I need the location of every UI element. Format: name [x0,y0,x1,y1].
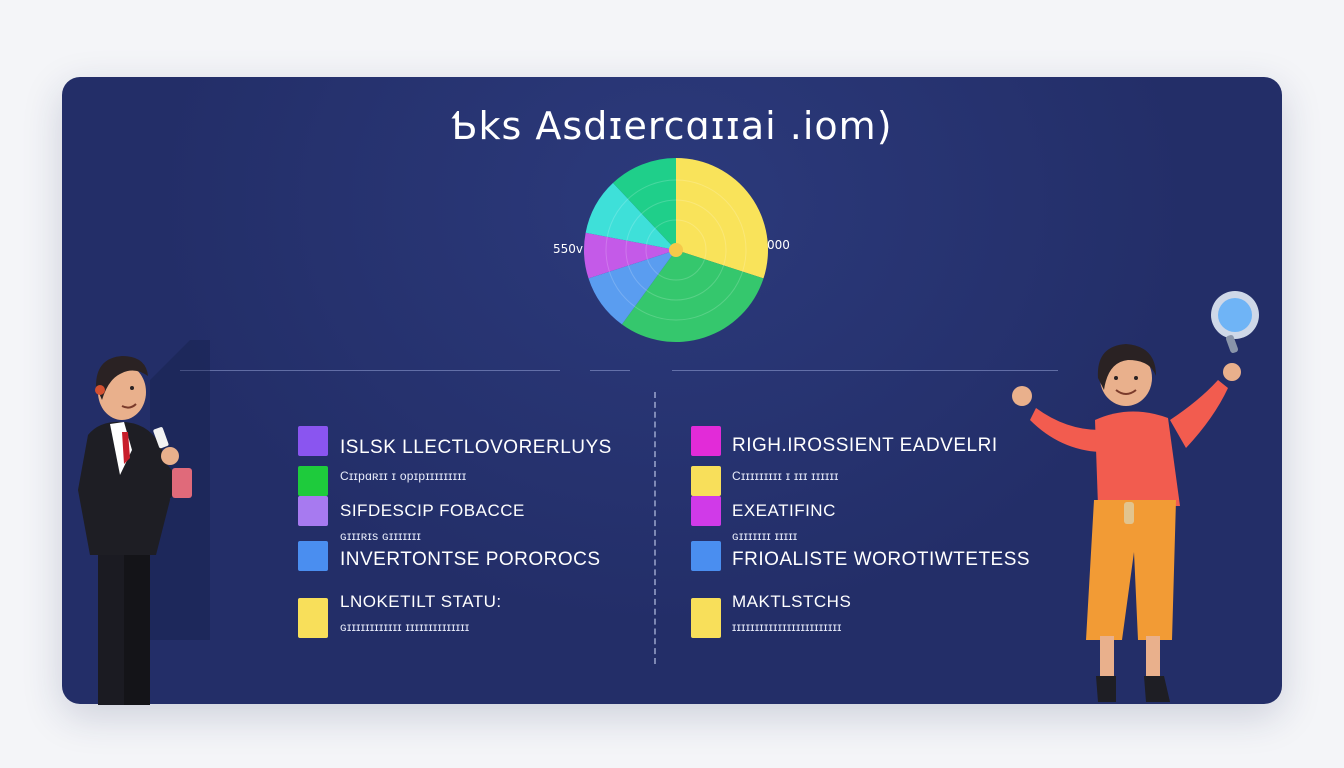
legend-right-swatch-2 [691,466,721,496]
legend-right-label-1: RIGH.IROSSIENT EADVELRI [732,435,998,456]
pie-center-hub [669,243,683,257]
legend-right-label-5: FRIOALISTE WOROTIWTETESS [732,549,1031,570]
presenter-woman-illustration [1012,291,1259,702]
pie-left-label: 550v [553,242,584,256]
legend-left-swatch-1 [298,426,328,456]
divider-left [180,370,560,371]
legend-left-label-4: ɢɪɪɪʀɪs ɢɪɪɪɪɪɪɪ [340,529,422,543]
legend-left-label-6: LNOKETILT STATU: [340,592,502,611]
presenter-man-illustration [78,340,210,705]
board-title: Ƅks Asdɪercɑɪɪai .iom) [451,104,893,148]
pie-slice-3 [588,250,676,325]
pie-ring-3 [605,179,747,321]
legend-left-swatch-5 [298,598,328,638]
legend-right-swatch-1 [691,426,721,456]
legend-left-label-3: SIFDESCIP FOBACCE [340,501,525,520]
legend-right-label-4: ɢɪɪɪɪɪɪɪ ɪɪɪɪɪ [732,529,798,543]
pie-right-label: 000 [767,238,790,252]
legend-left-label-7: ɢɪɪɪɪɪɪɪɪɪɪɪɪ ɪɪɪɪɪɪɪɪɪɪɪɪɪɪ [340,620,470,634]
legend-right-label-6: MAKTLSTCHS [732,592,852,611]
pie-slice-1 [676,158,768,279]
divider-right [672,370,1058,371]
legend-left-swatch-4 [298,541,328,571]
legend-left-label-5: INVERTONTSE POROROCS [340,549,601,570]
legend-left-swatch-3 [298,496,328,526]
pie-chart [578,152,774,348]
legend-right-label-7: ɪɪɪɪɪɪɪɪɪɪɪɪɪɪɪɪɪɪɪɪɪɪɪɪ [732,620,842,634]
pie-slice-6 [613,158,676,250]
legend-left-label-1: ISLSK LLECTLOVORERLUYS [340,437,612,458]
pie-slice-4 [584,232,676,279]
pie-ring-1 [645,219,707,281]
pie-chart-svg [584,158,768,342]
legend-left-swatch-2 [298,466,328,496]
divider-center-a [590,370,630,371]
pie-ring-2 [625,199,727,301]
center-dashed-divider [654,392,656,664]
legend-right-label-3: EXEATIFINC [732,501,836,520]
pie-slice-5 [585,182,676,250]
legend-left-label-2: Cɪɪpɑʀɪɪ ɪ opɪpɪɪɪɪɪɪɪɪɪ [340,469,467,483]
legend-right-swatch-4 [691,541,721,571]
pie-slice-2 [621,250,764,342]
legend-right-label-2: Cɪɪɪɪɪɪɪɪɪ ɪ ɪɪɪ ɪɪɪɪɪɪ [732,469,839,483]
legend-right-swatch-5 [691,598,721,638]
legend-right-swatch-3 [691,496,721,526]
